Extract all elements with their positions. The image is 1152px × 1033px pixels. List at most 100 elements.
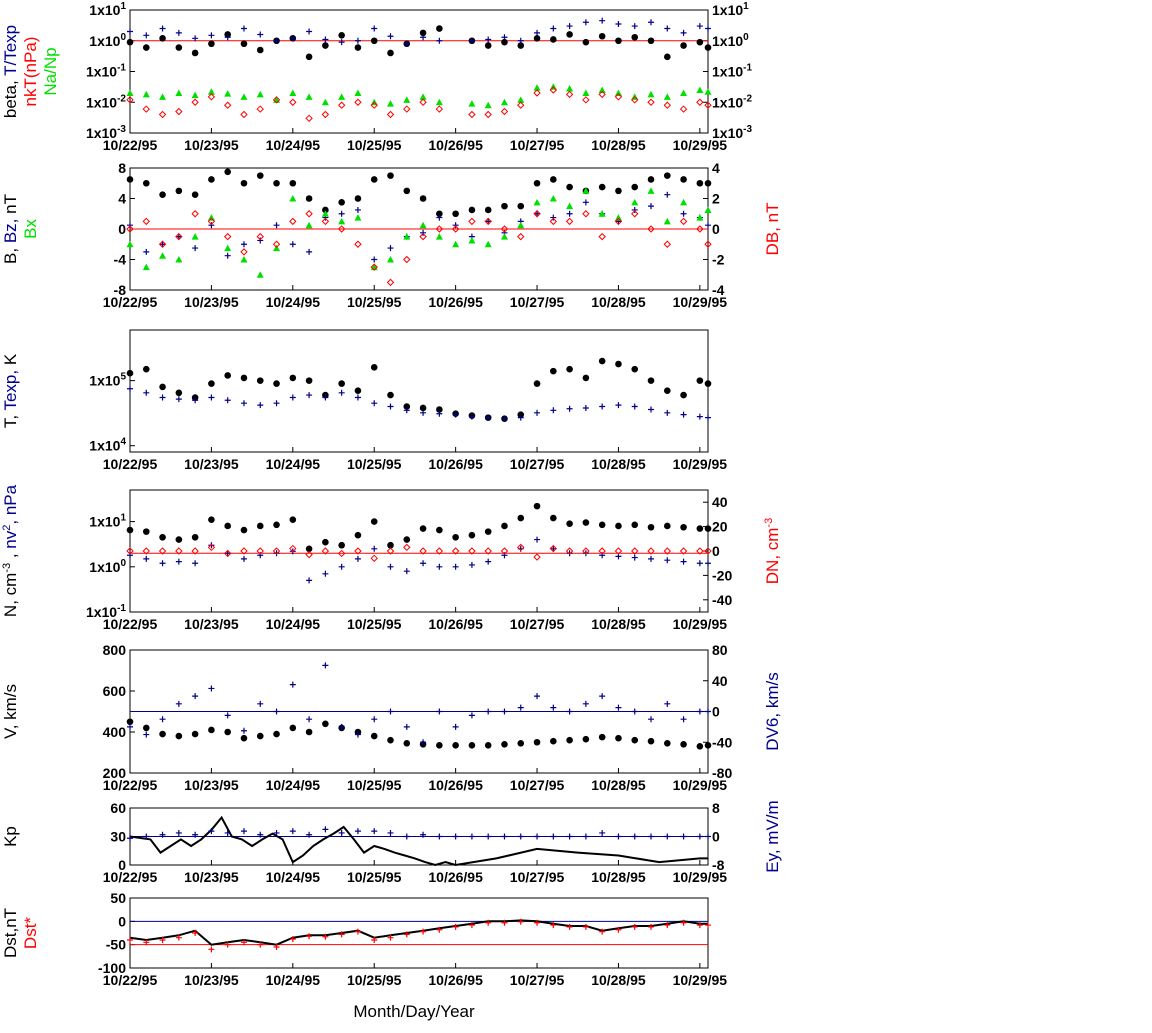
ylabel-left: B, Bz, nT xyxy=(1,194,20,264)
data-point xyxy=(534,919,541,926)
data-point xyxy=(550,36,557,43)
data-point xyxy=(664,409,671,416)
data-point xyxy=(257,237,264,244)
ytick-label: 400 xyxy=(103,724,127,740)
data-point xyxy=(550,737,557,745)
data-point xyxy=(354,89,362,96)
data-point xyxy=(582,519,590,526)
data-point xyxy=(680,558,687,565)
ylabel-left: beta, T/Texp xyxy=(1,25,20,118)
data-point xyxy=(224,252,231,259)
data-point xyxy=(436,926,443,933)
data-point xyxy=(257,31,264,38)
data-point xyxy=(614,547,623,555)
data-point xyxy=(387,49,394,57)
ytick-label: 1x10-2 xyxy=(712,93,752,110)
data-point xyxy=(501,38,508,46)
data-point xyxy=(386,110,395,119)
data-point xyxy=(175,829,182,836)
data-point xyxy=(534,409,541,416)
data-point xyxy=(354,555,361,562)
data-point xyxy=(338,389,345,396)
data-point xyxy=(159,937,166,943)
data-point xyxy=(705,222,711,229)
ytick-label: 4 xyxy=(118,191,126,207)
data-point xyxy=(387,33,394,40)
data-point xyxy=(648,716,655,723)
data-point xyxy=(647,98,655,106)
ytick-label: 1x10-1 xyxy=(86,63,126,80)
data-point xyxy=(468,217,476,226)
data-point xyxy=(680,523,687,531)
data-point xyxy=(468,712,475,719)
data-point xyxy=(451,547,460,555)
data-point xyxy=(565,217,574,226)
data-point xyxy=(127,385,133,392)
data-point xyxy=(680,741,687,748)
data-point xyxy=(696,743,704,750)
data-point xyxy=(256,547,264,555)
xtick-label: 10/22/95 xyxy=(103,777,158,793)
data-point xyxy=(175,558,182,565)
data-point xyxy=(240,40,248,48)
ylabel-left: Dst,nT xyxy=(1,908,20,958)
data-point xyxy=(273,708,280,715)
data-point xyxy=(468,742,476,749)
data-point xyxy=(240,734,248,742)
data-point xyxy=(175,547,183,555)
data-point xyxy=(305,114,313,123)
data-point xyxy=(159,716,166,723)
xtick-label: 10/24/95 xyxy=(266,294,321,310)
data-point xyxy=(680,716,687,723)
data-point xyxy=(207,88,215,95)
data-point xyxy=(159,394,166,401)
data-point xyxy=(500,107,509,116)
data-point xyxy=(704,742,712,749)
data-point xyxy=(273,730,280,738)
data-point xyxy=(696,708,703,715)
xtick-label: 10/24/95 xyxy=(266,137,321,153)
data-point xyxy=(566,736,573,744)
xtick-label: 10/27/95 xyxy=(510,869,565,885)
data-point xyxy=(452,723,459,730)
data-point xyxy=(534,536,541,543)
data-point xyxy=(451,225,460,233)
data-point xyxy=(435,105,444,113)
data-point xyxy=(159,35,166,42)
data-point xyxy=(289,35,296,42)
ytick-label: 1x10-3 xyxy=(86,124,126,141)
data-point xyxy=(615,704,622,711)
data-point xyxy=(680,89,688,96)
xtick-label: 10/24/95 xyxy=(266,777,321,793)
xtick-label: 10/26/95 xyxy=(428,777,483,793)
data-point xyxy=(468,922,475,929)
data-point xyxy=(306,716,313,723)
data-point xyxy=(354,195,362,202)
data-point xyxy=(549,195,557,202)
ytick-label: -2 xyxy=(712,252,725,268)
data-point xyxy=(354,928,361,935)
data-point xyxy=(500,233,508,240)
data-point xyxy=(371,716,378,723)
data-point xyxy=(224,829,231,836)
data-point xyxy=(436,406,443,413)
data-point xyxy=(704,88,712,95)
data-point xyxy=(289,241,296,248)
data-point xyxy=(126,526,134,534)
data-point xyxy=(403,568,410,575)
data-point xyxy=(436,742,443,749)
data-point xyxy=(533,553,541,561)
data-point xyxy=(436,25,443,32)
data-point xyxy=(158,240,167,248)
data-point xyxy=(582,187,590,194)
data-point xyxy=(192,245,199,252)
data-point xyxy=(322,826,329,833)
data-point xyxy=(436,708,443,715)
data-point xyxy=(533,198,541,206)
data-point xyxy=(705,560,711,567)
data-point xyxy=(322,570,329,577)
data-point xyxy=(647,225,655,233)
data-point xyxy=(273,179,280,187)
data-point xyxy=(191,91,199,99)
ytick-label: 200 xyxy=(103,765,127,781)
